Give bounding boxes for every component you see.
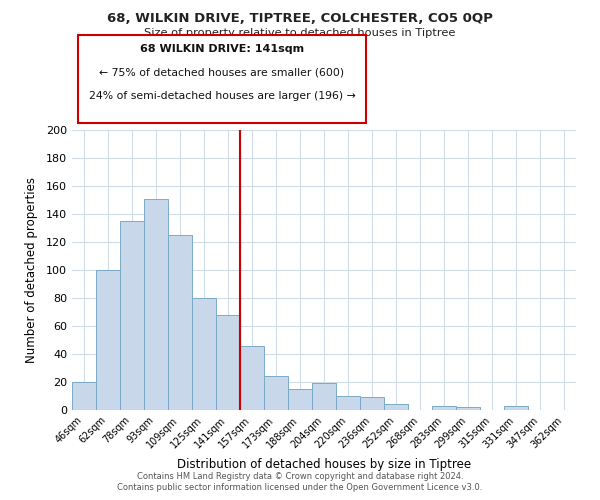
Text: 68 WILKIN DRIVE: 141sqm: 68 WILKIN DRIVE: 141sqm xyxy=(140,44,304,54)
Bar xyxy=(264,376,288,410)
Text: 68, WILKIN DRIVE, TIPTREE, COLCHESTER, CO5 0QP: 68, WILKIN DRIVE, TIPTREE, COLCHESTER, C… xyxy=(107,12,493,26)
Bar xyxy=(168,235,192,410)
Y-axis label: Number of detached properties: Number of detached properties xyxy=(25,177,38,363)
Bar xyxy=(504,406,528,410)
X-axis label: Distribution of detached houses by size in Tiptree: Distribution of detached houses by size … xyxy=(177,458,471,471)
Bar xyxy=(216,315,240,410)
Bar xyxy=(384,404,408,410)
Bar xyxy=(144,198,168,410)
Text: ← 75% of detached houses are smaller (600): ← 75% of detached houses are smaller (60… xyxy=(100,68,344,78)
Bar xyxy=(456,407,480,410)
Bar xyxy=(192,298,216,410)
Bar xyxy=(240,346,264,410)
Bar xyxy=(96,270,120,410)
Bar xyxy=(432,406,456,410)
Bar xyxy=(120,221,144,410)
Bar xyxy=(312,384,336,410)
Bar xyxy=(336,396,360,410)
Bar xyxy=(72,382,96,410)
Text: Contains HM Land Registry data © Crown copyright and database right 2024.: Contains HM Land Registry data © Crown c… xyxy=(137,472,463,481)
Text: Size of property relative to detached houses in Tiptree: Size of property relative to detached ho… xyxy=(145,28,455,38)
Text: 24% of semi-detached houses are larger (196) →: 24% of semi-detached houses are larger (… xyxy=(89,91,355,101)
Bar xyxy=(288,389,312,410)
Bar xyxy=(360,398,384,410)
Text: Contains public sector information licensed under the Open Government Licence v3: Contains public sector information licen… xyxy=(118,484,482,492)
